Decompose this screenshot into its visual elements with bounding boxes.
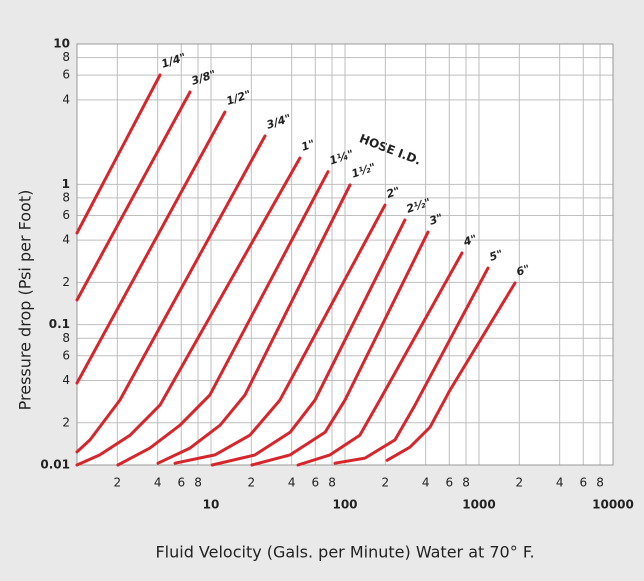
x-tick-label: 100 <box>332 498 357 512</box>
y-tick-label: 6 <box>62 348 70 362</box>
x-tick-label: 2 <box>516 476 524 490</box>
x-tick-label: 8 <box>328 476 336 490</box>
y-tick-label: 4 <box>62 92 70 106</box>
series-label: 6" <box>515 262 532 279</box>
x-tick-label: 10 <box>203 498 220 512</box>
x-tick-label: 2 <box>248 476 256 490</box>
y-tick-label: 6 <box>62 208 70 222</box>
hose-curve <box>75 156 302 467</box>
y-tick-label: 4 <box>62 373 70 387</box>
x-tick-label: 2 <box>382 476 390 490</box>
series-label: 2" <box>385 184 402 201</box>
hose-curve <box>250 230 430 467</box>
y-tick-label: 10 <box>53 37 70 51</box>
hose-curve <box>296 251 464 467</box>
plot-frame <box>76 43 614 466</box>
y-tick-label: 0.01 <box>40 458 70 472</box>
hose-curve <box>75 90 192 302</box>
hose-curve <box>385 281 517 462</box>
x-tick-label: 10000 <box>592 498 634 512</box>
series-label: 5" <box>488 247 505 264</box>
hose-curve <box>75 73 162 235</box>
y-tick-label: 1 <box>62 177 70 191</box>
x-tick-label: 8 <box>596 476 604 490</box>
y-tick-label: 8 <box>62 190 70 204</box>
hose-curve <box>156 183 352 465</box>
hose-curve <box>116 170 330 467</box>
x-tick-label: 6 <box>579 476 587 490</box>
x-tick-label: 4 <box>556 476 564 490</box>
x-tick-label: 6 <box>311 476 319 490</box>
y-tick-label: 0.1 <box>49 317 70 331</box>
x-axis-label: Fluid Velocity (Gals. per Minute) Water … <box>155 543 534 562</box>
hose-curve <box>333 266 490 465</box>
y-tick-label: 4 <box>62 233 70 247</box>
x-tick-label: 6 <box>445 476 453 490</box>
x-tick-label: 4 <box>422 476 430 490</box>
y-tick-label: 2 <box>62 275 70 289</box>
x-tick-label: 4 <box>154 476 162 490</box>
series-label: 1" <box>300 137 317 154</box>
x-tick-label: 2 <box>114 476 122 490</box>
x-tick-label: 1000 <box>462 498 495 512</box>
x-tick-label: 4 <box>288 476 296 490</box>
hose-curve <box>173 203 387 465</box>
y-tick-label: 8 <box>62 331 70 345</box>
y-tick-label: 8 <box>62 50 70 64</box>
y-axis-label: Pressure drop (Psi per Foot) <box>16 190 35 411</box>
x-tick-label: 8 <box>194 476 202 490</box>
series-label: 4" <box>461 232 479 249</box>
x-tick-label: 6 <box>177 476 185 490</box>
y-tick-label: 6 <box>62 68 70 82</box>
hose-curve <box>75 110 227 385</box>
x-tick-label: 8 <box>462 476 470 490</box>
series-label: 3" <box>428 211 445 228</box>
y-tick-label: 2 <box>62 415 70 429</box>
hose-curve <box>210 218 407 467</box>
hose-curve <box>75 134 267 454</box>
